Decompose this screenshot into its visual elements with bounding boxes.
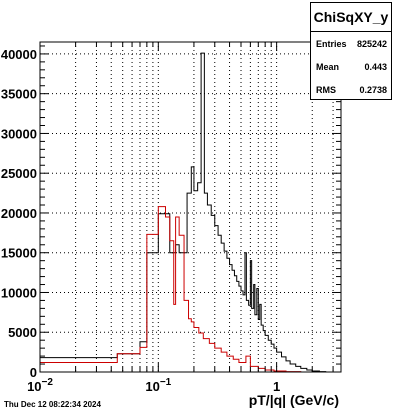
y-tick-label: 20000 bbox=[1, 206, 37, 221]
histogram-layer bbox=[39, 52, 327, 373]
stats-row-entries: Entries 825242 bbox=[311, 32, 391, 55]
x-axis-title: pT/|q| (GeV/c) bbox=[249, 392, 339, 408]
x-tick-exponent: −2 bbox=[42, 377, 54, 388]
y-tick-label: 0 bbox=[30, 365, 37, 380]
stats-value: 0.443 bbox=[364, 61, 387, 72]
x-tick-exponent: −1 bbox=[160, 377, 172, 388]
x-tick-label: 1 bbox=[273, 379, 280, 394]
histogram-series-black bbox=[39, 52, 327, 373]
grid-layer bbox=[40, 42, 341, 372]
x-tick-label: 10−1 bbox=[145, 377, 171, 394]
stats-label: Mean bbox=[316, 61, 340, 72]
plot-frame bbox=[39, 41, 342, 373]
y-tick-label: 35000 bbox=[1, 87, 37, 102]
histogram-series-red bbox=[39, 206, 302, 373]
stats-value: 0.2738 bbox=[359, 84, 387, 95]
y-tick-label: 40000 bbox=[1, 47, 37, 62]
stats-value: 825242 bbox=[356, 38, 387, 49]
stats-row-mean: Mean 0.443 bbox=[311, 55, 391, 78]
y-tick-label: 30000 bbox=[1, 126, 37, 141]
y-tick-label: 10000 bbox=[1, 285, 37, 300]
y-tick-label: 15000 bbox=[1, 246, 37, 261]
y-tick-label: 25000 bbox=[1, 166, 37, 181]
x-tick-label: 10−2 bbox=[27, 377, 53, 394]
stats-box: ChiSqXY_y Entries 825242 Mean 0.443 RMS … bbox=[310, 2, 392, 100]
stats-label: RMS bbox=[316, 84, 336, 95]
stats-title: ChiSqXY_y bbox=[311, 3, 391, 32]
tick-layer: 0 5000 10000 15000 20000 25000 30000 35000 40000… bbox=[1, 42, 341, 394]
stats-row-rms: RMS 0.2738 bbox=[311, 78, 391, 101]
y-tick-label: 5000 bbox=[8, 325, 37, 340]
timestamp: Thu Dec 12 08:22:34 2024 bbox=[4, 400, 101, 409]
stats-label: Entries bbox=[316, 38, 347, 49]
